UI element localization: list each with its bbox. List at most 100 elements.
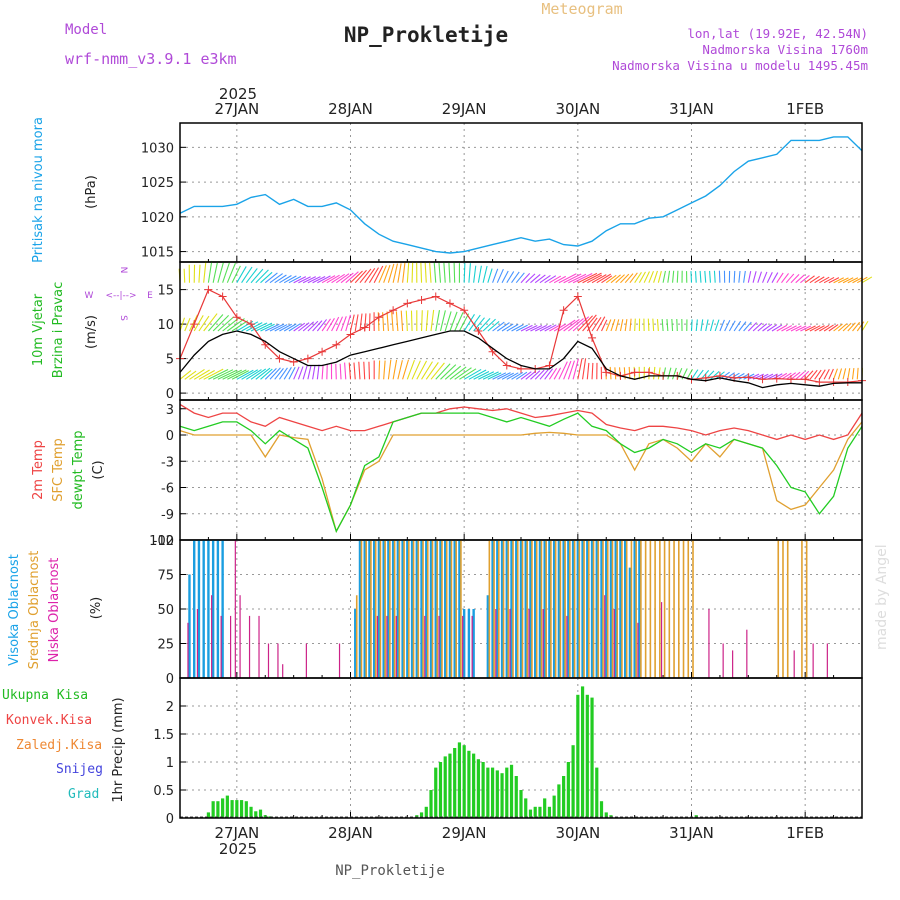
wind-barb bbox=[520, 371, 532, 380]
y-tick-label: 75 bbox=[157, 569, 174, 584]
y-tick-label: 0 bbox=[166, 672, 174, 687]
wind-barb bbox=[691, 369, 699, 380]
wind-barb bbox=[672, 270, 675, 283]
wind-unit: (m/s) bbox=[84, 315, 99, 349]
wind-barb bbox=[525, 273, 536, 284]
wind-barb bbox=[463, 263, 466, 283]
bottom-day-label: 28JAN bbox=[328, 824, 373, 842]
wind-barb bbox=[743, 321, 752, 332]
wind-barb bbox=[577, 358, 583, 380]
wind-barb bbox=[747, 322, 758, 332]
wind-barb bbox=[506, 323, 519, 332]
top-day-label: 31JAN bbox=[669, 100, 714, 118]
y-tick-label: 1.5 bbox=[153, 728, 174, 743]
top-day-label: 29JAN bbox=[442, 100, 487, 118]
wind-barb bbox=[657, 367, 661, 380]
wind-barb bbox=[217, 262, 224, 283]
precip-bar bbox=[599, 801, 604, 818]
gust-marker bbox=[829, 378, 838, 387]
wind-barb bbox=[785, 325, 797, 332]
precip-bar bbox=[552, 795, 556, 818]
precip-bar bbox=[524, 798, 528, 818]
wind-barb bbox=[549, 324, 562, 332]
wind-barb bbox=[809, 369, 818, 380]
bottom-year-label: 2025 bbox=[219, 840, 257, 858]
wind-barb bbox=[255, 367, 271, 380]
gust-marker bbox=[801, 375, 810, 384]
wind-barb bbox=[397, 263, 402, 283]
precip-bar bbox=[216, 801, 220, 818]
wind-barb bbox=[790, 325, 802, 332]
wind-barb bbox=[203, 260, 207, 283]
wind-legend-arrows: <--|--> bbox=[105, 291, 136, 301]
wind-barb bbox=[800, 274, 810, 284]
wind-legend-s: S bbox=[118, 315, 128, 321]
wind-barb bbox=[525, 370, 536, 380]
wind-barb bbox=[386, 311, 389, 332]
wind-barb bbox=[497, 372, 511, 380]
wind-barb bbox=[345, 271, 359, 284]
wind-barb bbox=[733, 373, 745, 380]
precip-bar bbox=[206, 812, 211, 818]
precip-bar bbox=[481, 762, 485, 818]
bottom-day-label: 27JAN bbox=[214, 824, 259, 842]
wind-barb bbox=[473, 317, 485, 332]
wind-barb bbox=[364, 267, 376, 284]
wind-barb bbox=[667, 270, 671, 283]
wind-barb bbox=[265, 323, 280, 332]
gust-marker bbox=[772, 374, 781, 383]
wind-barb bbox=[255, 269, 269, 284]
precip-bar bbox=[467, 750, 471, 818]
precip-bar bbox=[490, 767, 495, 818]
wind-barb bbox=[700, 319, 704, 332]
wind-barb bbox=[515, 371, 528, 380]
wind-barb bbox=[188, 314, 198, 332]
wind-barb bbox=[795, 274, 805, 284]
wind-barb bbox=[661, 318, 664, 332]
wind-barb bbox=[814, 325, 825, 332]
wind-barb bbox=[222, 262, 230, 283]
wind-barb bbox=[321, 318, 331, 332]
wind-barb bbox=[373, 265, 384, 283]
wind-barb bbox=[695, 319, 698, 332]
wind-barb bbox=[335, 273, 350, 284]
wind-barb bbox=[368, 313, 371, 332]
precip-bar bbox=[443, 756, 447, 818]
y-tick-label: -6 bbox=[161, 482, 174, 497]
top-day-label: 27JAN bbox=[214, 100, 259, 118]
wind-barb bbox=[454, 312, 464, 332]
wind-barb bbox=[714, 319, 720, 332]
watermark: made by Angel bbox=[874, 544, 890, 650]
precip-bar bbox=[495, 770, 499, 818]
gust-marker bbox=[474, 327, 483, 335]
legend-grad: Grad bbox=[68, 787, 99, 802]
wind-barb bbox=[345, 314, 351, 332]
wind-barb bbox=[406, 262, 410, 283]
dewpt-label: dewpt Temp bbox=[71, 430, 86, 509]
wind-barb bbox=[497, 322, 510, 332]
wind-barb bbox=[354, 269, 367, 284]
pressure-line bbox=[179, 136, 863, 254]
wind-barb bbox=[539, 274, 551, 284]
wind-barb bbox=[662, 270, 666, 283]
wind-barb bbox=[520, 272, 531, 284]
wind-barb bbox=[193, 315, 204, 332]
wind-barb bbox=[255, 322, 273, 332]
wind-barb bbox=[738, 270, 741, 283]
wind-barb bbox=[757, 271, 762, 283]
wind-barb bbox=[638, 271, 646, 283]
wind-barb bbox=[530, 370, 541, 380]
wind-barb bbox=[819, 324, 830, 332]
wind-direction-legend: N E S W <--|--> bbox=[85, 267, 154, 322]
wind-barb bbox=[587, 274, 603, 284]
wind-barb bbox=[809, 325, 821, 332]
wind-barb bbox=[856, 367, 859, 380]
precip-bar bbox=[472, 753, 476, 818]
cloud-unit: (%) bbox=[89, 597, 104, 620]
temp2m-line bbox=[179, 403, 863, 441]
wind-barb bbox=[298, 322, 310, 332]
precip-bar bbox=[457, 742, 462, 818]
wind-barb bbox=[771, 324, 783, 332]
lonlat-label: lon,lat (19.92E, 42.54N) bbox=[687, 26, 868, 41]
gust-marker bbox=[289, 358, 298, 367]
